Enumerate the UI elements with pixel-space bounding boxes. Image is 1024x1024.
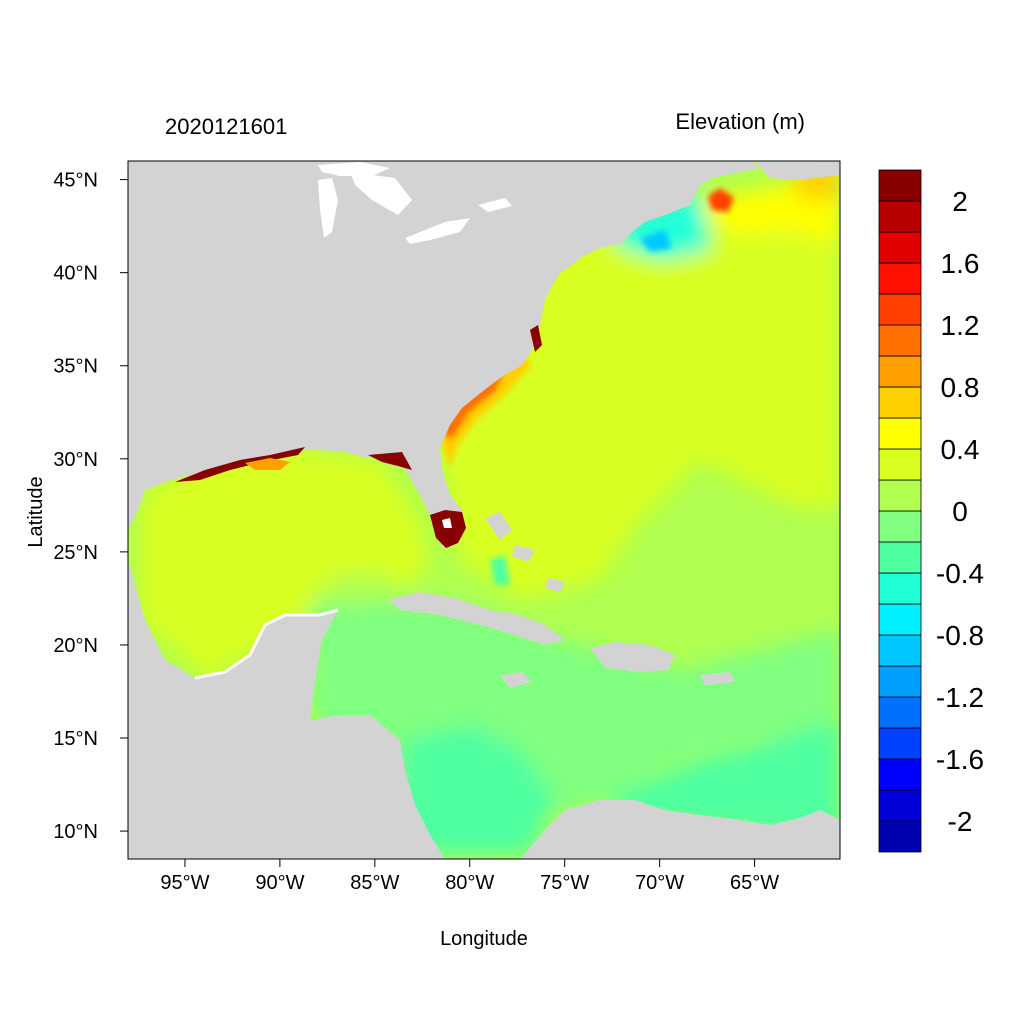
colorbar-swatch [878,479,922,512]
coast-edge-yucatan [264,608,339,627]
colorbar-swatch [878,355,922,388]
surge-band-se-coast-inner [440,372,505,440]
ocean-field-gulf-of-maine [615,190,710,260]
land-north-america [128,161,760,548]
x-tick-label: 65°W [730,872,779,894]
land-nova-scotia [755,162,840,180]
land-cuba [388,592,565,645]
lake-huron [350,172,412,215]
land-mexico-central-america [128,560,445,859]
surge-band-se-coast [438,355,532,468]
colorbar-label: -0.8 [936,620,984,651]
surge-south-florida [430,510,466,548]
colorbar-label: -2 [948,806,973,837]
lake-ontario [478,198,512,212]
land [128,161,840,859]
colorbar-swatch [878,262,922,295]
surge-florida-panhandle [368,452,412,470]
lake-okeechobee [442,518,452,528]
colorbar-swatch [878,169,922,202]
ocean-field-gulf [140,450,430,680]
lakes [318,162,512,528]
left-title: 2020121601 [165,114,287,139]
y-axis-ticks: 45°N 40°N 35°N 30°N 25°N 20°N 15°N 10°N [53,170,128,843]
lake-superior [318,162,390,176]
colorbar-label: 1.2 [941,310,980,341]
x-axis-label: Longitude [440,928,528,950]
colorbar-label: -0.4 [936,558,984,589]
y-tick-label: 45°N [53,170,98,192]
y-tick-label: 35°N [53,356,98,378]
surge-bay-of-fundy [708,188,734,212]
y-tick-label: 40°N [53,263,98,285]
y-tick-label: 10°N [53,821,98,843]
x-tick-label: 70°W [635,872,684,894]
lake-erie [405,218,470,244]
colorbar-swatch [878,417,922,450]
y-tick-label: 15°N [53,728,98,750]
right-title: Elevation (m) [675,109,805,134]
coast-edge-mexico [194,624,267,680]
y-axis-label: Latitude [25,476,47,547]
colorbar-swatch [878,293,922,326]
colorbar: 2 1.6 1.2 0.8 0.4 0 -0.4 -0.8 -1.2 -1.6 -2 [878,169,984,853]
colorbar-swatch [878,510,922,543]
map-panel [128,161,840,859]
surge-low-long-island [640,230,672,252]
x-tick-label: 95°W [160,872,209,894]
surge-carolina-sounds [530,325,542,352]
colorbar-swatch [878,820,922,853]
colorbar-label: -1.2 [936,682,984,713]
colorbar-label: 0 [952,496,968,527]
colorbar-swatch [878,603,922,636]
y-tick-label: 25°N [53,542,98,564]
lake-michigan [318,178,338,238]
land-bahamas [485,512,565,592]
map-frame [127,160,841,860]
colorbar-label: -1.6 [936,744,984,775]
colorbar-swatch [878,200,922,233]
x-tick-label: 75°W [540,872,589,894]
y-tick-label: 20°N [53,635,98,657]
colorbar-swatch [878,541,922,574]
colorbar-swatch [878,758,922,791]
x-axis-ticks: 95°W 90°W 85°W 80°W 75°W 70°W 65°W [160,859,779,894]
colorbar-label: 1.6 [941,248,980,279]
colorbar-swatch [878,448,922,481]
surge-louisiana-warm [245,458,290,470]
colorbar-swatch [878,727,922,760]
surge-louisiana-coast [175,447,305,482]
land-hispaniola [590,642,675,672]
colorbar-swatch [878,231,922,264]
land-puerto-rico [700,672,735,685]
y-tick-label: 30°N [53,449,98,471]
land-south-america [520,800,840,859]
colorbar-swatch [878,572,922,605]
land-jamaica [500,672,532,688]
colorbar-swatch [878,386,922,419]
colorbar-swatch [878,324,922,357]
x-tick-label: 85°W [350,872,399,894]
x-tick-label: 90°W [255,872,304,894]
x-tick-label: 80°W [445,872,494,894]
colorbar-label: 2 [952,186,968,217]
colorbar-swatch [878,634,922,667]
colorbar-swatch [878,789,922,822]
ocean-field-colombia-basin [400,725,555,855]
colorbar-label: 0.8 [941,372,980,403]
colorbar-swatch [878,665,922,698]
colorbar-swatch [878,696,922,729]
surge-low-bahamas [490,555,510,585]
colorbar-label: 0.4 [941,434,980,465]
